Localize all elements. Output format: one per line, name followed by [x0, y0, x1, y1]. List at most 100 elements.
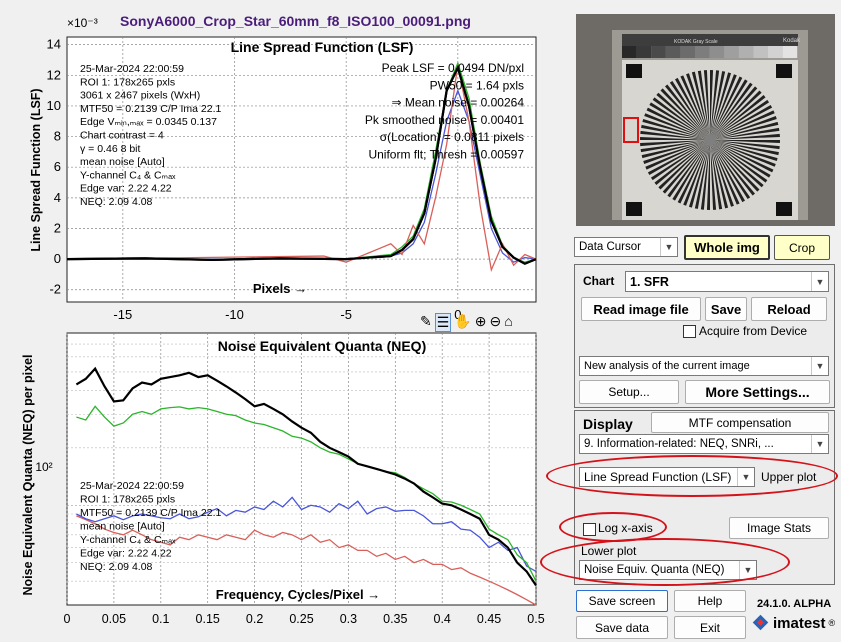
lsf-info-line: Y-channel C₄ & Cₘₐₓ — [80, 169, 176, 181]
acquire-label: Acquire from Device — [699, 324, 808, 338]
star-ray — [710, 140, 729, 209]
data-tips-icon[interactable]: ☰ — [434, 313, 452, 332]
star-ray — [710, 70, 720, 140]
roi-marker — [623, 117, 639, 143]
lsf-ytick-label: 14 — [47, 37, 61, 52]
chevron-down-icon: ▼ — [811, 435, 828, 453]
star-ray — [710, 70, 714, 140]
star-ray — [669, 80, 710, 140]
gray-step — [782, 46, 798, 58]
lsf-ytick-label: 2 — [54, 220, 61, 235]
neq-xtick-label: 0.05 — [102, 612, 126, 626]
lsf-stat-line: PW50 = 1.64 pxls — [430, 78, 524, 92]
star-ray — [675, 77, 710, 140]
star-ray — [700, 140, 710, 210]
lsf-xtick-label: 0 — [454, 307, 461, 322]
star-ray — [683, 140, 710, 206]
lsf-info-line: 3061 x 2467 pixels (WxH) — [80, 90, 200, 102]
lower-plot-value: Noise Equiv. Quanta (NEQ) — [584, 564, 725, 576]
acquire-checkbox[interactable] — [683, 325, 696, 338]
lsf-info-line: MTF50 = 0.2139 C/P Ima 22.1 — [80, 103, 222, 115]
pan-icon[interactable]: ✋ — [454, 313, 472, 329]
neq-xtick-label: 0.5 — [527, 612, 544, 626]
reload-button[interactable]: Reload — [751, 297, 827, 321]
setup-button[interactable]: Setup... — [579, 380, 679, 404]
star-ray — [710, 140, 771, 178]
star-ray — [710, 90, 762, 140]
lsf-stat-line: ⇒ Mean noise = 0.00264 — [392, 96, 525, 110]
star-ray — [710, 140, 751, 200]
star-ray — [703, 70, 710, 140]
help-button[interactable]: Help — [674, 590, 746, 612]
lsf-ytick-label: 12 — [47, 67, 61, 82]
lsf-xtick-label: -15 — [113, 307, 132, 322]
chart-select[interactable]: 1. SFR ▼ — [625, 271, 829, 292]
lower-plot-select[interactable]: Noise Equiv. Quanta (NEQ) ▼ — [579, 560, 757, 580]
neq-plot: 0 0.05 0.1 0.15 0.2 0.25 0.3 0.35 0.4 0.45 0.5 Noi… — [21, 332, 545, 626]
neq-info-line: mean noise [Auto] — [80, 521, 165, 533]
mtf-compensation-button[interactable]: MTF compensation — [651, 412, 829, 433]
save-screen-button[interactable]: Save screen — [576, 590, 668, 612]
lsf-ytick-label: 0 — [54, 251, 61, 266]
lsf-stat-line: σ(Location) = 0.0811 pixels — [380, 130, 524, 144]
star-ray — [640, 140, 710, 147]
chart-label: Chart — [583, 274, 615, 288]
save-data-button[interactable]: Save data — [576, 616, 668, 639]
gray-step — [738, 46, 754, 58]
log-x-axis-checkbox[interactable] — [583, 523, 596, 536]
display-label: Display — [583, 416, 633, 432]
star-ray — [710, 140, 745, 203]
data-cursor-value: Data Cursor — [579, 241, 641, 253]
display-select[interactable]: 9. Information-related: NEQ, SNRi, ... ▼ — [579, 434, 829, 454]
data-cursor-select[interactable]: Data Cursor ▼ — [574, 237, 678, 257]
home-icon[interactable]: ⌂ — [504, 313, 513, 329]
lower-plot-label: Lower plot — [581, 544, 637, 558]
star-ray — [665, 84, 710, 140]
imatest-mark-icon — [752, 614, 769, 631]
star-ray — [656, 92, 710, 140]
chevron-down-icon: ▼ — [739, 561, 756, 579]
save-button[interactable]: Save — [705, 297, 747, 321]
zoom-out-icon[interactable]: ⊖ — [489, 313, 502, 329]
star-ray — [710, 140, 723, 210]
star-ray — [710, 140, 776, 167]
image-thumbnail[interactable]: KODAK Gray Scale Kodak — [576, 14, 835, 226]
gray-step — [665, 46, 681, 58]
neq-ylabel: Noise Equivalent Quanta (NEQ) per pixel — [21, 354, 35, 595]
imatest-logo: imatest ® — [752, 614, 835, 632]
upper-plot-label: Upper plot — [761, 470, 817, 484]
star-ray — [710, 86, 758, 140]
image-stats-button[interactable]: Image Stats — [729, 517, 829, 539]
star-ray — [710, 140, 764, 188]
star-ray — [710, 105, 773, 140]
lsf-xlabel: Pixels → — [253, 281, 307, 296]
lsf-stat-line: Uniform flt; Thresh = 0.00597 — [368, 148, 524, 162]
neq-xtick-label: 0.3 — [340, 612, 357, 626]
crop-button[interactable]: Crop — [774, 235, 830, 260]
star-ray — [710, 74, 737, 140]
zoom-in-icon[interactable]: ⊕ — [474, 313, 487, 329]
star-ray — [647, 140, 710, 175]
display-panel: Display MTF compensation 9. Information-… — [574, 410, 835, 585]
star-ray — [691, 71, 710, 140]
neq-info-line: Y-channel C₄ & Cₘₐₓ — [80, 534, 176, 546]
exit-button[interactable]: Exit — [674, 616, 746, 639]
star-ray — [640, 130, 710, 140]
brush-icon[interactable]: ✎ — [420, 313, 432, 329]
neq-info-line: MTF50 = 0.2139 C/P Ima 22.1 — [80, 507, 222, 519]
star-ray — [649, 102, 710, 140]
gray-step — [636, 46, 652, 58]
whole-img-button[interactable]: Whole img — [684, 235, 770, 260]
lsf-ytick-label: 6 — [54, 159, 61, 174]
read-image-file-button[interactable]: Read image file — [581, 297, 701, 321]
lsf-y-multiplier: ×10⁻³ — [67, 16, 98, 30]
lsf-info-line: mean noise [Auto] — [80, 156, 165, 168]
upper-plot-select[interactable]: Line Spread Function (LSF) ▼ — [579, 467, 755, 487]
neq-series-line — [76, 405, 537, 582]
analysis-select[interactable]: New analysis of the current image ▼ — [579, 356, 829, 376]
star-ray — [672, 140, 710, 201]
neq-info-line: 25-Mar-2024 22:00:59 — [80, 480, 184, 492]
neq-title: Noise Equivalent Quanta (NEQ) — [218, 338, 426, 354]
neq-ytick: 10² — [35, 460, 52, 474]
more-settings-button[interactable]: More Settings... — [685, 380, 830, 404]
